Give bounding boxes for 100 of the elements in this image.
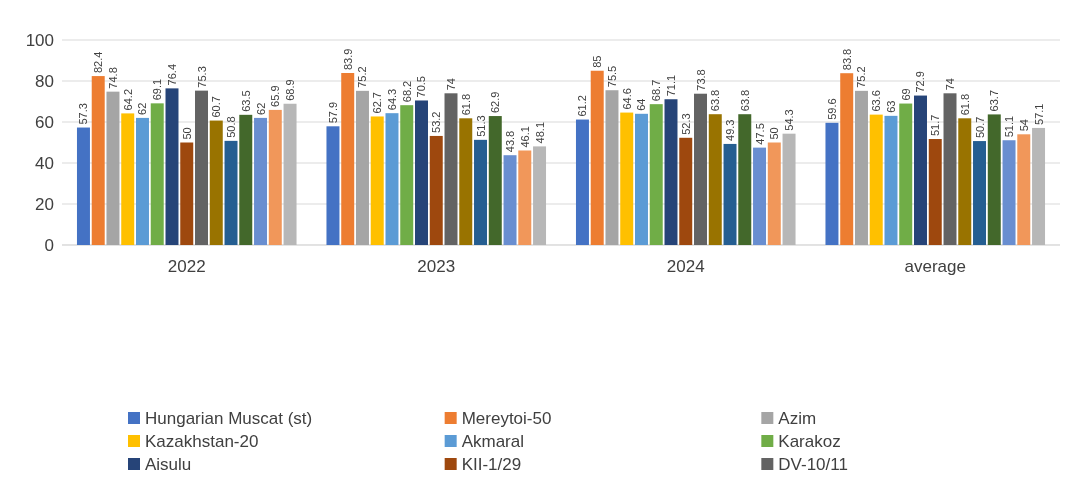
data-label: 83.9 xyxy=(341,48,354,70)
bar xyxy=(767,142,781,245)
legend-label: Karakoz xyxy=(778,431,841,451)
bar xyxy=(224,140,238,245)
bar xyxy=(341,73,355,245)
bar xyxy=(533,146,547,245)
bar xyxy=(664,99,678,245)
legend-label: Kazakhstan-20 xyxy=(145,431,259,451)
x-tick-label: 2023 xyxy=(417,257,456,276)
bar xyxy=(135,117,149,245)
bar xyxy=(76,127,90,245)
bar xyxy=(840,73,854,245)
data-label: 68.7 xyxy=(650,79,663,102)
bar xyxy=(590,70,604,245)
data-label: 50.7 xyxy=(973,116,986,139)
data-label: 59.6 xyxy=(825,98,838,120)
bar xyxy=(459,118,473,245)
bar xyxy=(488,116,502,245)
bar xyxy=(474,139,488,245)
bar xyxy=(283,103,297,245)
y-tick-label: 80 xyxy=(35,71,54,91)
bar xyxy=(694,93,707,245)
bar xyxy=(634,113,648,245)
data-label: 62 xyxy=(136,102,149,115)
data-label: 51.1 xyxy=(1003,115,1016,138)
bar xyxy=(150,103,164,245)
data-label: 65.9 xyxy=(269,85,282,107)
data-label: 50 xyxy=(180,127,193,140)
legend-label: Hungarian Muscat (st) xyxy=(145,408,313,428)
data-label: 48.1 xyxy=(533,121,546,144)
y-tick-label: 100 xyxy=(25,30,54,50)
data-label: 63.8 xyxy=(709,89,722,112)
data-label: 64.3 xyxy=(385,88,398,111)
x-tick-label: 2024 xyxy=(666,257,705,276)
bar xyxy=(943,93,957,245)
data-label: 61.8 xyxy=(459,93,472,116)
bar xyxy=(370,116,384,245)
data-label: 51.3 xyxy=(474,115,487,137)
data-label: 60.7 xyxy=(210,96,223,118)
bar xyxy=(753,147,767,245)
bar xyxy=(503,155,517,245)
bar xyxy=(723,143,737,245)
bar xyxy=(649,104,663,245)
x-tick-label: 2022 xyxy=(167,257,206,276)
bar xyxy=(106,91,120,245)
bar xyxy=(415,100,428,245)
bar xyxy=(738,114,752,245)
data-label: 64 xyxy=(635,98,648,111)
bar xyxy=(326,126,340,245)
data-label: 71.1 xyxy=(664,74,677,97)
x-tick-label: average xyxy=(904,257,966,276)
data-label: 54 xyxy=(1017,119,1030,132)
data-label: 63.8 xyxy=(738,89,751,112)
bar xyxy=(165,88,179,245)
data-label: 51.7 xyxy=(929,114,942,137)
bar xyxy=(928,139,942,245)
bar xyxy=(209,120,223,245)
bar xyxy=(679,137,693,245)
bar xyxy=(180,142,194,245)
data-label: 46.1 xyxy=(518,126,531,148)
data-label: 83.8 xyxy=(840,48,853,71)
bar xyxy=(91,76,105,245)
y-tick-label: 40 xyxy=(35,153,54,173)
legend-label: KII-1/29 xyxy=(461,454,522,474)
data-label: 57.3 xyxy=(77,103,90,125)
data-label: 49.3 xyxy=(724,119,737,141)
bar xyxy=(239,114,253,245)
bar xyxy=(899,103,913,245)
bar xyxy=(914,95,927,245)
bar xyxy=(605,90,619,245)
legend-label: Mereytoi-50 xyxy=(461,408,552,428)
legend-label: Akmaral xyxy=(461,431,525,451)
legend-label: Aisulu xyxy=(145,454,192,474)
data-label: 64.2 xyxy=(121,88,134,111)
data-label: 50.8 xyxy=(225,116,238,138)
bar xyxy=(195,90,208,245)
data-label: 75.2 xyxy=(356,66,369,88)
data-label: 53.2 xyxy=(430,111,443,133)
data-label: 62.7 xyxy=(371,92,384,114)
data-label: 70.5 xyxy=(415,76,428,98)
data-label: 69.1 xyxy=(151,78,164,101)
data-label: 69 xyxy=(899,88,912,101)
bar xyxy=(987,114,1001,245)
bar xyxy=(575,119,589,245)
data-label: 63.7 xyxy=(988,89,1001,112)
data-label: 62 xyxy=(254,102,267,115)
data-label: 43.8 xyxy=(504,130,517,153)
bar xyxy=(973,141,987,245)
data-label: 68.2 xyxy=(400,80,413,103)
bar xyxy=(620,112,634,245)
y-tick-label: 60 xyxy=(35,112,54,132)
data-label: 63 xyxy=(884,100,897,113)
data-label: 61.2 xyxy=(576,95,589,117)
bar xyxy=(121,113,135,245)
bar xyxy=(1032,127,1046,245)
data-label: 57.9 xyxy=(326,101,339,124)
bar xyxy=(782,133,796,245)
bar xyxy=(884,115,898,245)
data-label: 47.5 xyxy=(753,123,766,145)
bar xyxy=(1002,140,1016,245)
